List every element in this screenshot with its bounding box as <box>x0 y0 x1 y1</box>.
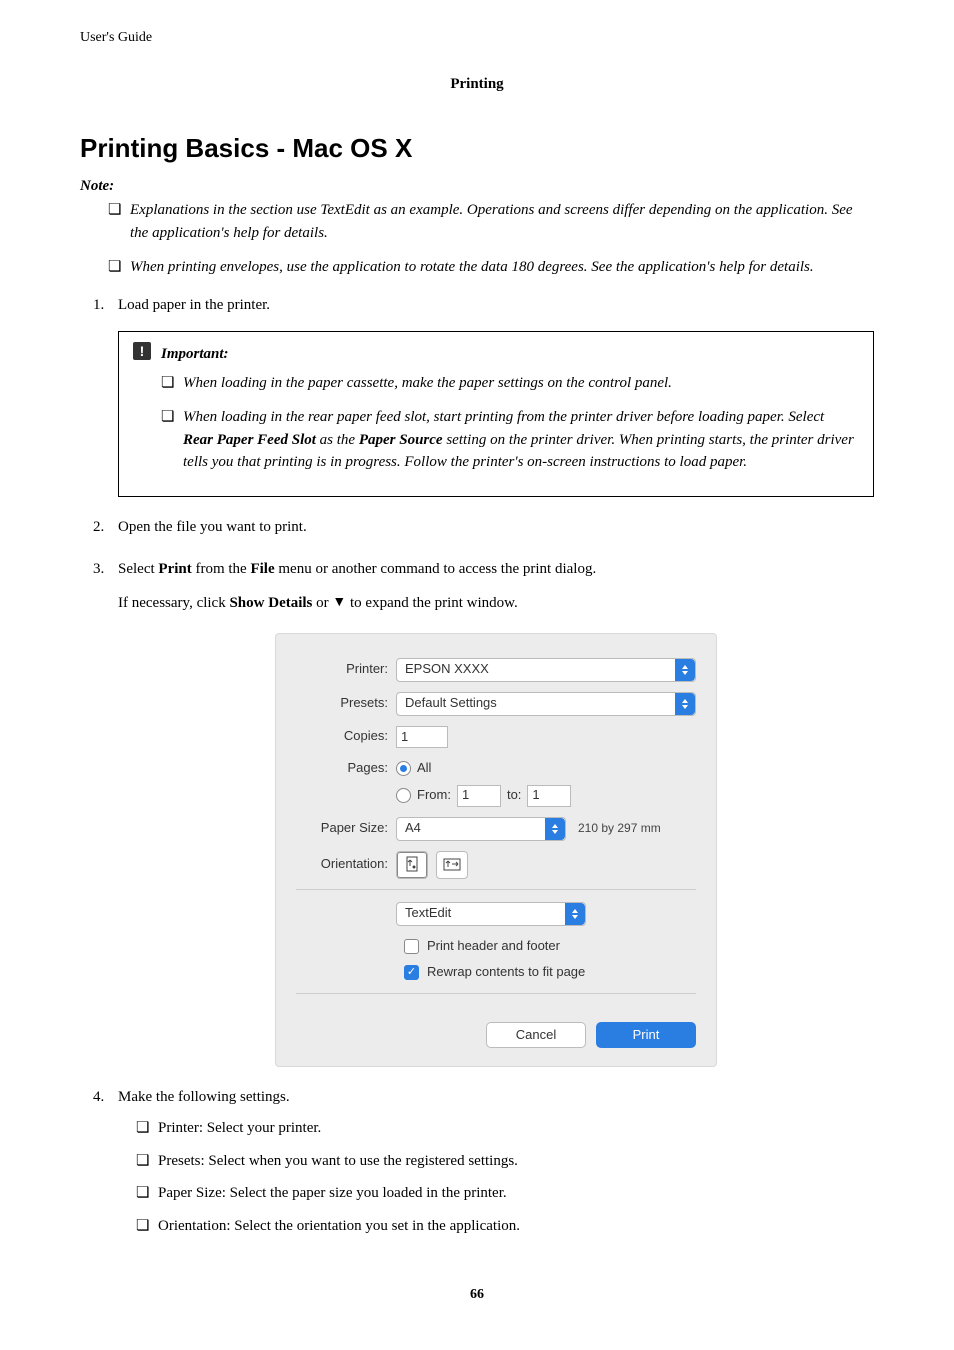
note-item: When printing envelopes, use the applica… <box>108 256 874 279</box>
page-number: 66 <box>80 1287 874 1303</box>
important-head: ! Important: <box>133 342 855 366</box>
print-header-label: Print header and footer <box>427 936 560 957</box>
step-1: Load paper in the printer. ! Important: … <box>108 293 874 497</box>
printer-label: Printer: <box>296 659 396 680</box>
pages-range-radio[interactable] <box>396 788 411 803</box>
step-3-text: Select <box>118 561 158 577</box>
section-select[interactable]: TextEdit <box>396 902 586 926</box>
step-4: Make the following settings. Printer: Se… <box>108 1085 874 1237</box>
portrait-icon <box>404 856 420 874</box>
important-icon: ! <box>133 342 151 360</box>
important-bold: Rear Paper Feed Slot <box>183 432 316 448</box>
paper-dim-text: 210 by 297 mm <box>578 819 661 838</box>
printer-select[interactable]: EPSON XXXX <box>396 658 696 682</box>
page: User's Guide Printing Printing Basics - … <box>0 0 954 1343</box>
dialog-divider <box>296 993 696 994</box>
pages-row: Pages: All From: 1 to: 1 <box>296 758 696 807</box>
chevron-updown-icon <box>565 903 585 925</box>
cancel-button[interactable]: Cancel <box>486 1022 586 1048</box>
to-input[interactable]: 1 <box>527 785 571 807</box>
important-bold: Paper Source <box>359 432 443 448</box>
presets-row: Presets: Default Settings <box>296 692 696 716</box>
settings-list: Printer: Select your printer. Presets: S… <box>118 1117 874 1237</box>
step-3-body-text: If necessary, click <box>118 595 229 611</box>
section-select-value: TextEdit <box>405 903 451 924</box>
note-item: Explanations in the section use TextEdit… <box>108 199 874 244</box>
header-guide: User's Guide <box>80 30 874 46</box>
step-2: Open the file you want to print. <box>108 515 874 539</box>
print-header-checkbox[interactable] <box>404 939 419 954</box>
dialog-divider <box>296 889 696 890</box>
chevron-updown-icon <box>545 818 565 840</box>
orientation-landscape-button[interactable] <box>436 851 468 879</box>
step-3-body: If necessary, click Show Details or ▼ to… <box>118 591 874 615</box>
page-title: Printing Basics - Mac OS X <box>80 133 874 164</box>
rewrap-label: Rewrap contents to fit page <box>427 962 585 983</box>
presets-select[interactable]: Default Settings <box>396 692 696 716</box>
step-4-text: Make the following settings. <box>118 1089 290 1105</box>
rewrap-checkbox[interactable]: ✓ <box>404 965 419 980</box>
print-dialog: Printer: EPSON XXXX Presets: Def <box>275 633 717 1067</box>
papersize-select[interactable]: A4 <box>396 817 566 841</box>
step-3-text: from the <box>192 561 251 577</box>
settings-item: Presets: Select when you want to use the… <box>136 1150 874 1173</box>
pages-label: Pages: <box>296 758 396 779</box>
triangle-down-icon: ▼ <box>332 592 346 614</box>
papersize-label: Paper Size: <box>296 818 396 839</box>
step-3: Select Print from the File menu or anoth… <box>108 557 874 1068</box>
important-item: When loading in the rear paper feed slot… <box>161 406 855 474</box>
important-list: When loading in the paper cassette, make… <box>133 372 855 474</box>
copies-label: Copies: <box>296 726 396 747</box>
step-1-text: Load paper in the printer. <box>118 297 270 313</box>
print-dialog-wrap: Printer: EPSON XXXX Presets: Def <box>118 633 874 1067</box>
orientation-label: Orientation: <box>296 854 396 875</box>
header-section: Printing <box>80 76 874 93</box>
note-list: Explanations in the section use TextEdit… <box>80 199 874 279</box>
settings-item: Printer: Select your printer. <box>136 1117 874 1140</box>
print-button[interactable]: Print <box>596 1022 696 1048</box>
copies-input[interactable]: 1 <box>396 726 448 748</box>
important-label: Important: <box>161 342 229 366</box>
chevron-updown-icon <box>675 693 695 715</box>
orientation-portrait-button[interactable] <box>396 851 428 879</box>
step-3-bold: File <box>250 561 274 577</box>
step-3-body-text: or <box>312 595 332 611</box>
dialog-buttons: Cancel Print <box>296 1022 696 1048</box>
orientation-row: Orientation: <box>296 851 696 879</box>
chevron-updown-icon <box>675 659 695 681</box>
important-item-text: as the <box>316 432 359 448</box>
presets-label: Presets: <box>296 693 396 714</box>
pages-all-label: All <box>417 758 431 779</box>
step-3-bold: Print <box>158 561 191 577</box>
printer-row: Printer: EPSON XXXX <box>296 658 696 682</box>
copies-row: Copies: 1 <box>296 726 696 748</box>
to-label: to: <box>507 785 521 806</box>
important-item-text: When loading in the rear paper feed slot… <box>183 409 824 425</box>
from-label: From: <box>417 785 451 806</box>
settings-item: Orientation: Select the orientation you … <box>136 1215 874 1238</box>
pages-all-radio[interactable] <box>396 761 411 776</box>
settings-item: Paper Size: Select the paper size you lo… <box>136 1182 874 1205</box>
presets-select-value: Default Settings <box>405 693 497 714</box>
important-item: When loading in the paper cassette, make… <box>161 372 855 395</box>
step-3-body-bold: Show Details <box>229 595 312 611</box>
step-3-body-text: to expand the print window. <box>346 595 518 611</box>
important-box: ! Important: When loading in the paper c… <box>118 331 874 497</box>
landscape-icon <box>442 857 462 873</box>
papersize-row: Paper Size: A4 210 by 297 mm <box>296 817 696 841</box>
dialog-checks: Print header and footer ✓ Rewrap content… <box>404 936 696 984</box>
step-3-text: menu or another command to access the pr… <box>275 561 597 577</box>
note-label: Note: <box>80 178 874 195</box>
papersize-select-value: A4 <box>405 818 421 839</box>
printer-select-value: EPSON XXXX <box>405 659 489 680</box>
from-input[interactable]: 1 <box>457 785 501 807</box>
steps-list: Load paper in the printer. ! Important: … <box>80 293 874 1238</box>
